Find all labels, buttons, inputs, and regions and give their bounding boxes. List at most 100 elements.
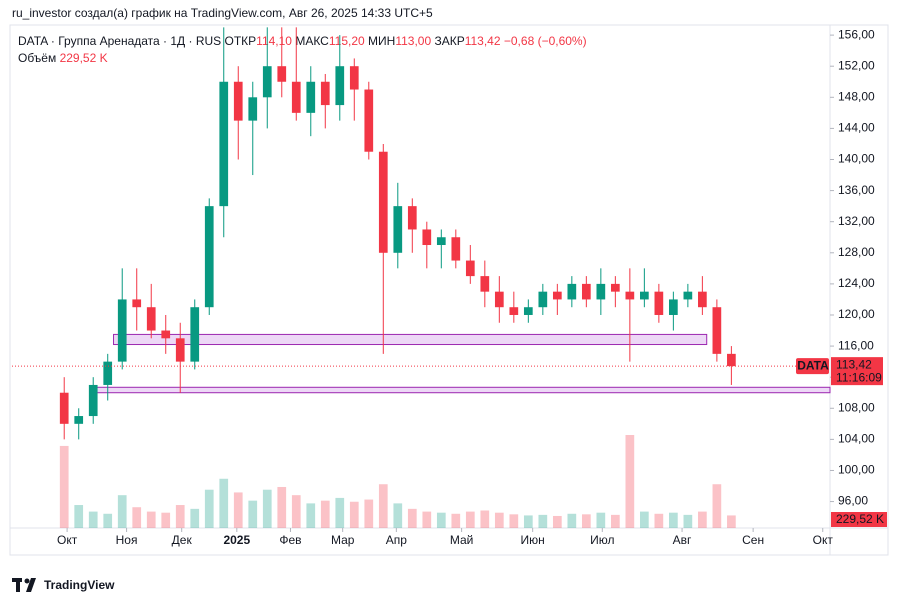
y-tick-label: 148,00 — [838, 89, 875, 103]
candle-body — [436, 237, 446, 246]
x-tick-label: Авг — [673, 533, 692, 547]
y-tick-label: 96,00 — [838, 494, 868, 508]
zone — [113, 333, 708, 346]
candle-body — [669, 299, 678, 315]
candle-body — [509, 307, 519, 315]
candle-body — [248, 97, 258, 121]
candle-body — [291, 81, 301, 113]
y-tick-label: 140,00 — [838, 152, 875, 166]
volume-bar — [465, 511, 475, 528]
volume-bar — [610, 514, 620, 528]
chart-frame — [9, 24, 889, 556]
volume-box — [831, 512, 887, 527]
volume-bar — [538, 514, 548, 528]
candle-body — [712, 307, 722, 354]
y-tick-label: 120,00 — [838, 307, 875, 321]
candle-body — [480, 276, 490, 292]
y-tick-label: 156,00 — [838, 27, 875, 41]
volume-bar — [146, 511, 156, 528]
candle-body — [175, 338, 185, 362]
volume-bar — [567, 513, 577, 528]
candle-body — [117, 299, 127, 362]
volume-bar — [335, 497, 345, 528]
x-tick-label: Фев — [279, 533, 301, 547]
logo-icon — [26, 578, 36, 592]
volume-bar — [640, 511, 649, 528]
candle-body — [204, 206, 214, 308]
volume-bar — [291, 495, 301, 528]
x-tick-label: Ноя — [116, 533, 138, 547]
volume-bar — [509, 514, 519, 528]
candle-body — [683, 291, 693, 300]
x-tick-label: Мар — [331, 533, 355, 547]
volume-bar — [349, 501, 359, 528]
volume-bar — [262, 489, 272, 528]
legend-value: 113,42 — [465, 34, 501, 48]
candle-body — [610, 283, 620, 292]
x-tick-label: Май — [450, 533, 474, 547]
volume-bar — [132, 507, 142, 528]
candle-body — [523, 307, 533, 315]
volume-bar — [88, 511, 98, 528]
logo-text: TradingView — [44, 578, 115, 592]
volume-bar — [581, 514, 591, 528]
volume-bar — [552, 515, 562, 528]
volume-bar — [117, 495, 127, 528]
legend-label: МАКС — [295, 34, 329, 48]
x-tick-label: Окт — [813, 533, 834, 547]
volume-legend: Объём 229,52 K — [18, 51, 108, 65]
y-tick-label: 132,00 — [838, 214, 875, 228]
countdown: 11:16:09 — [836, 370, 882, 384]
candle-body — [320, 81, 330, 106]
x-tick-label: 2025 — [223, 533, 250, 547]
volume-bar — [59, 445, 69, 528]
candle-body — [74, 416, 84, 424]
y-tick-label: 136,00 — [838, 183, 875, 197]
volume-bar — [451, 513, 461, 528]
logo-icon — [16, 578, 20, 592]
y-tick-label: 152,00 — [838, 58, 875, 72]
candle-body — [393, 206, 403, 253]
candle-body — [407, 206, 417, 230]
volume-bar — [596, 512, 606, 528]
candle-body — [335, 66, 345, 106]
candle-body — [494, 291, 504, 308]
y-tick-label: 124,00 — [838, 276, 875, 290]
candle-body — [552, 291, 562, 300]
candle-body — [277, 66, 287, 82]
candle-body — [132, 299, 142, 308]
candle-body — [190, 307, 200, 362]
volume-bar — [712, 484, 722, 528]
legend-change: −0,68 (−0,60%) — [504, 34, 587, 48]
volume-bar — [422, 511, 432, 528]
volume-bar — [654, 513, 664, 528]
y-tick-label: 144,00 — [838, 121, 875, 135]
candle-body — [596, 283, 606, 300]
volume-bar — [407, 508, 417, 528]
volume-bar — [480, 510, 490, 528]
zone — [95, 386, 831, 394]
candle-body — [233, 81, 243, 121]
header: ru_investor создал(а) график на TradingV… — [12, 6, 433, 20]
candle-body — [146, 307, 156, 331]
volume-bar — [523, 515, 533, 528]
y-tick-label: 116,00 — [838, 338, 874, 352]
candle-body — [262, 66, 272, 98]
volume-bar — [625, 435, 635, 528]
last-symbol: DATA — [797, 358, 829, 372]
volume-bar — [683, 514, 693, 528]
title: DATA · Группа Аренадата · 1Д · RUS — [18, 34, 221, 48]
candle-body — [161, 330, 171, 339]
volume-bar — [190, 508, 200, 528]
candle-body — [654, 291, 664, 315]
logo: TradingView — [12, 578, 115, 592]
x-tick-label: Апр — [386, 533, 408, 547]
volume-bar — [248, 500, 258, 528]
volume-label: Объём — [18, 51, 56, 65]
candle-body — [219, 81, 229, 207]
logo-icon — [24, 578, 30, 584]
volume-bar — [103, 513, 113, 528]
legend-label: МИН — [368, 34, 395, 48]
candle-body — [422, 229, 432, 246]
